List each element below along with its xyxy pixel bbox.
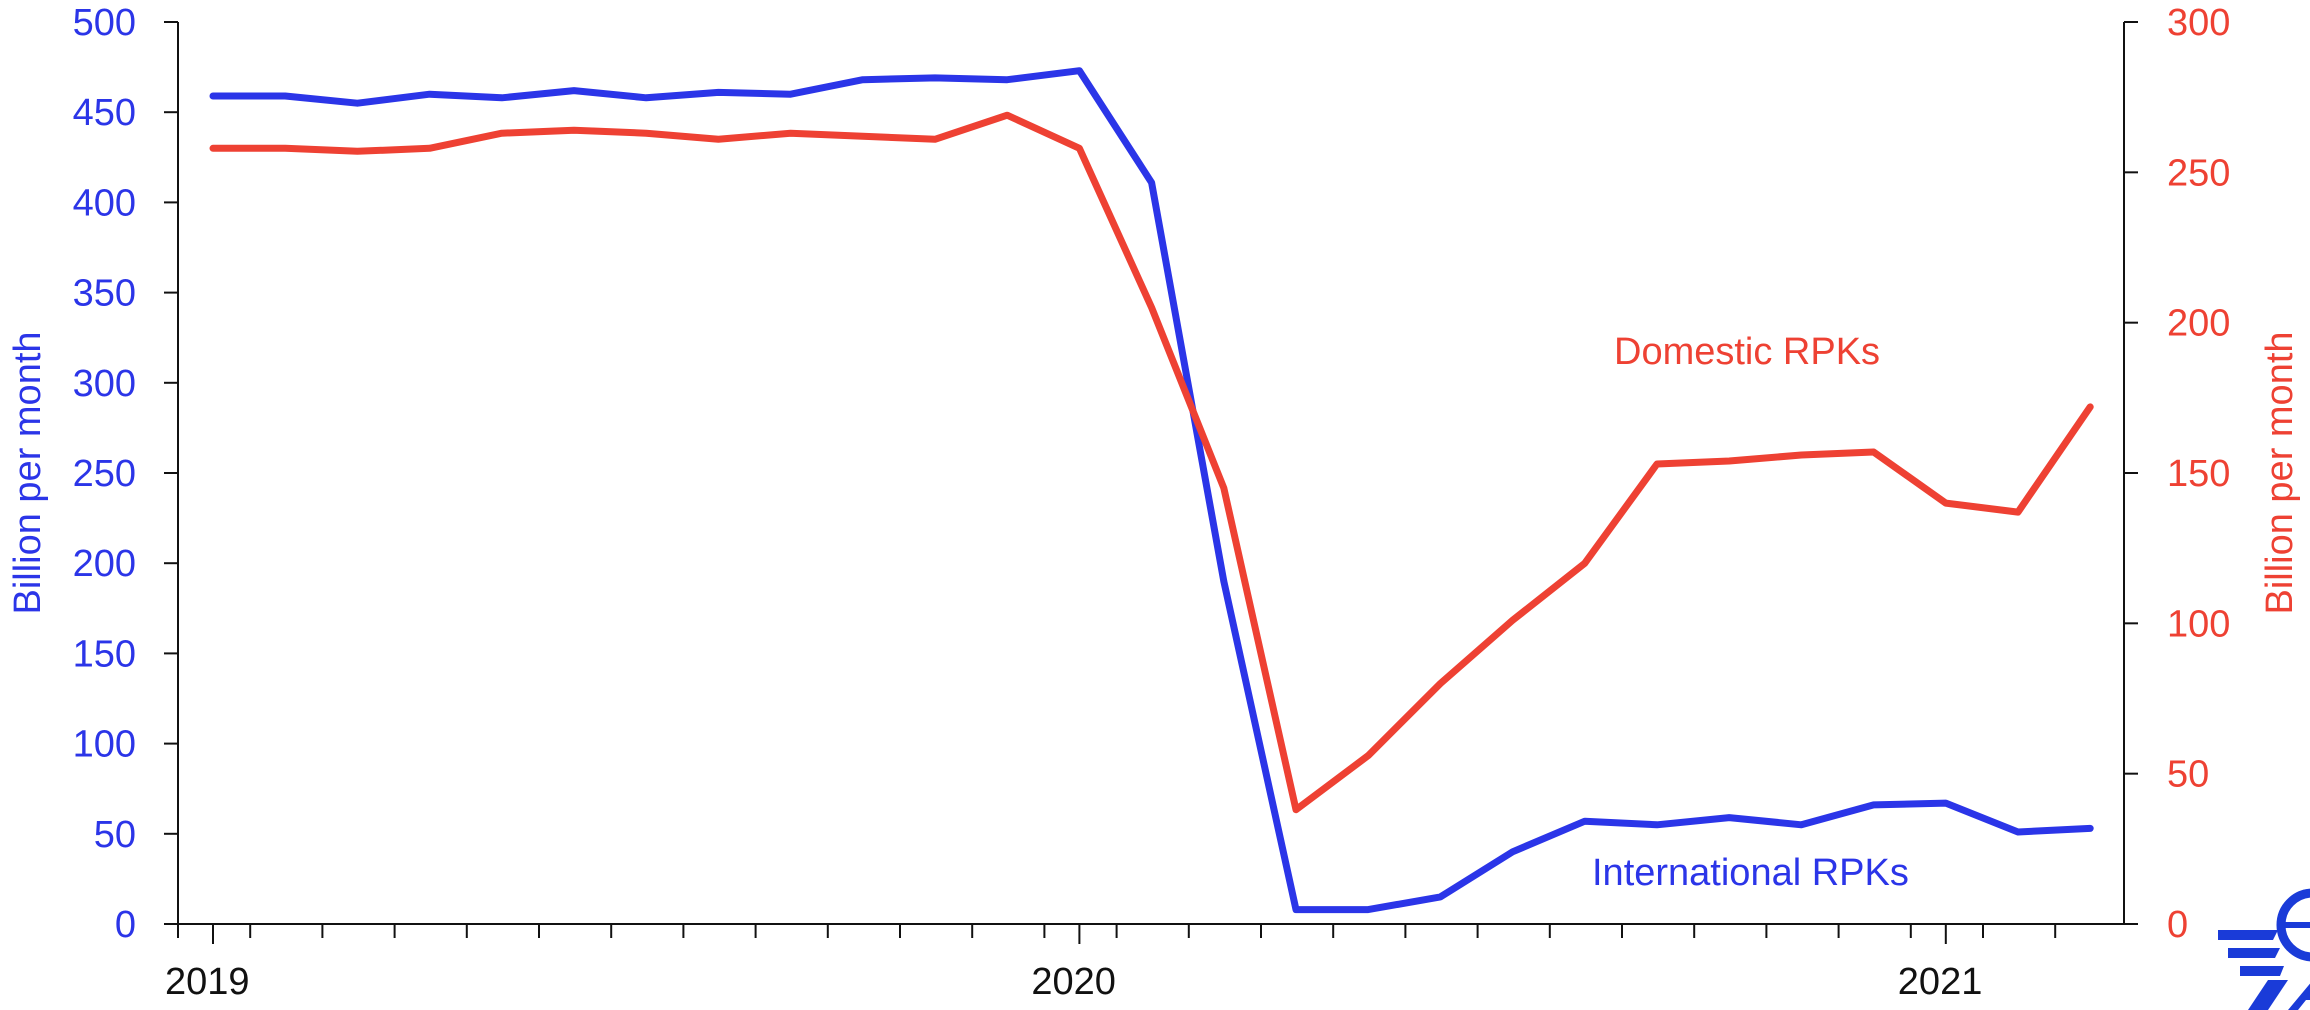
left-tick-label: 0 [115, 904, 136, 946]
axes [177, 22, 2125, 925]
left-tick-label: 450 [73, 92, 136, 134]
right-y-ticks: 0 50 100 150 200 250 300 [2124, 2, 2230, 946]
right-tick-label: 50 [2167, 754, 2209, 796]
left-axis-title: Billion per month [7, 331, 49, 614]
left-tick-label: 150 [73, 633, 136, 675]
series-line-domestic [209, 111, 2094, 814]
left-tick-label: 200 [73, 543, 136, 585]
right-tick-label: 200 [2167, 303, 2230, 345]
left-tick-label: 100 [73, 724, 136, 766]
x-tick-label: 2020 [1031, 961, 1116, 1003]
left-tick-label: 400 [73, 182, 136, 224]
series-label-domestic: Domestic RPKs [1614, 331, 1880, 373]
left-tick-label: 500 [73, 2, 136, 44]
right-tick-label: 300 [2167, 2, 2230, 44]
left-tick-label: 300 [73, 363, 136, 405]
right-tick-label: 250 [2167, 152, 2230, 194]
left-tick-label: 50 [94, 814, 136, 856]
right-tick-label: 0 [2167, 904, 2188, 946]
iata-globe-logo [2218, 888, 2310, 1010]
left-y-ticks: 0 50 100 150 200 250 300 350 400 450 500 [73, 2, 178, 946]
series-label-international: International RPKs [1592, 852, 1909, 894]
x-tick-label: 2019 [165, 961, 250, 1003]
right-tick-label: 150 [2167, 453, 2230, 495]
right-axis-title: Billion per month [2259, 331, 2301, 614]
series-line-international [209, 67, 2094, 914]
left-tick-label: 250 [73, 453, 136, 495]
x-tick-label: 2021 [1898, 961, 1983, 1003]
left-tick-label: 350 [73, 273, 136, 315]
right-tick-label: 100 [2167, 603, 2230, 645]
series-lines [209, 67, 2094, 914]
x-ticks: 2019 2020 2021 [165, 924, 2057, 1003]
